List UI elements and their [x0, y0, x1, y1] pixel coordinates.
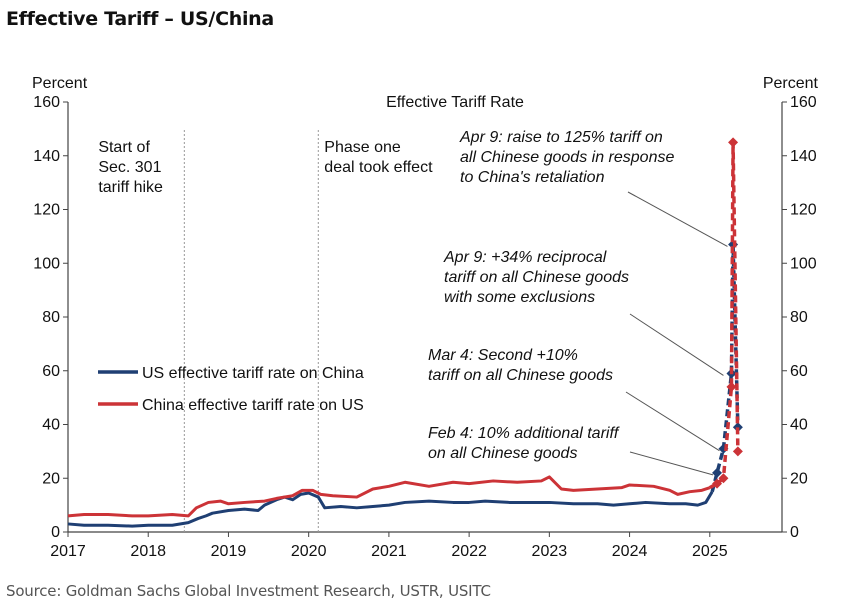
y-tick-label-left: 100	[33, 255, 60, 272]
annotation-text: to China's retaliation	[460, 169, 605, 186]
x-tick-label: 2023	[532, 543, 568, 560]
data-point	[712, 467, 723, 478]
event-label: deal took effect	[324, 159, 433, 176]
annotation-text: all Chinese goods in response	[460, 149, 674, 166]
y-tick-label-left: 0	[51, 524, 60, 541]
y-tick-label-left: 80	[42, 309, 60, 326]
data-point	[728, 137, 739, 148]
event-label: Sec. 301	[98, 159, 161, 176]
y-tick-label-left: 20	[42, 470, 60, 487]
x-tick-label: 2024	[612, 543, 648, 560]
source-note: Source: Goldman Sachs Global Investment …	[6, 582, 491, 600]
event-label: Start of	[98, 139, 150, 156]
data-point	[712, 478, 723, 489]
annotation-leader	[625, 391, 720, 452]
y-tick-label-right: 20	[790, 470, 808, 487]
x-tick-label: 2020	[291, 543, 327, 560]
x-tick-label: 2018	[130, 543, 166, 560]
data-point	[732, 446, 743, 457]
y-axis-label-right: Percent	[763, 75, 819, 92]
event-label: Phase one	[324, 139, 401, 156]
annotation-text: tariff on all Chinese goods	[428, 367, 613, 384]
y-axis-label-left: Percent	[32, 75, 88, 92]
data-point	[726, 381, 737, 392]
annotations: Apr 9: raise to 125% tariff on all Chines…	[428, 129, 728, 476]
annotation-leader	[629, 313, 724, 376]
annotation-text: Apr 9: +34% reciprocal	[443, 249, 607, 266]
y-tick-label-left: 140	[33, 148, 60, 165]
annotation-text: with some exclusions	[444, 289, 595, 306]
annotation-text: Feb 4: 10% additional tariff	[428, 425, 620, 442]
y-tick-label-right: 80	[790, 309, 808, 326]
series-dashed-us	[710, 242, 740, 493]
y-tick-label-right: 140	[790, 148, 817, 165]
y-tick-label-right: 100	[790, 255, 817, 272]
y-tick-label-right: 60	[790, 363, 808, 380]
data-point	[732, 422, 743, 433]
y-tick-label-right: 160	[790, 94, 817, 111]
annotation-text: Apr 9: raise to 125% tariff on	[459, 129, 663, 146]
annotation-text: Mar 4: Second +10%	[428, 347, 578, 364]
x-tick-label: 2017	[50, 543, 86, 560]
y-tick-label-right: 40	[790, 417, 808, 434]
y-tick-label-right: 120	[790, 202, 817, 219]
series-line-us	[67, 490, 714, 528]
y-tick-label-right: 0	[790, 524, 799, 541]
x-tick-label: 2025	[692, 543, 728, 560]
legend: US effective tariff rate on China China e…	[98, 365, 364, 414]
x-tick-label: 2021	[371, 543, 407, 560]
event-lines: Start of Sec. 301 tariff hike Phase one deal…	[98, 130, 433, 532]
series-line-china	[67, 475, 711, 518]
y-tick-label-left: 40	[42, 417, 60, 434]
y-tick-label-left: 120	[33, 202, 60, 219]
annotation-leader	[629, 451, 714, 476]
chart-title: Effective Tariff – US/China	[6, 8, 274, 30]
annotation-leader	[627, 191, 728, 247]
y-tick-label-left: 60	[42, 363, 60, 380]
annotation-text: on all Chinese goods	[428, 445, 577, 462]
series-lines	[67, 137, 743, 528]
x-tick-label: 2019	[211, 543, 247, 560]
chart-subtitle: Effective Tariff Rate	[386, 94, 524, 111]
legend-label: US effective tariff rate on China	[142, 365, 364, 382]
data-point	[718, 473, 729, 484]
x-tick-label: 2022	[451, 543, 487, 560]
annotation-text: tariff on all Chinese goods	[444, 269, 629, 286]
legend-label: China effective tariff rate on US	[142, 397, 364, 414]
y-tick-label-left: 160	[33, 94, 60, 111]
event-label: tariff hike	[98, 179, 163, 196]
